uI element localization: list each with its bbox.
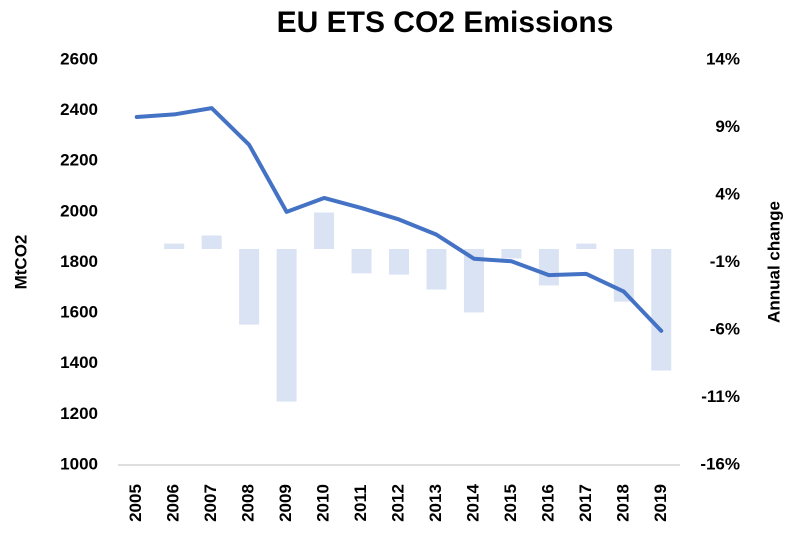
x-tick-label: 2012 — [388, 484, 407, 522]
x-tick-label: 2005 — [126, 484, 145, 522]
y-tick-label: 2200 — [60, 151, 98, 170]
x-tick-label: 2019 — [651, 484, 670, 522]
bar — [239, 249, 260, 325]
y-tick-label: 1200 — [60, 404, 98, 423]
y2-tick-label: -16% — [700, 454, 740, 473]
x-tick-label: 2015 — [501, 484, 520, 522]
y-tick-label: 1800 — [60, 252, 98, 271]
y-tick-label: 2000 — [60, 201, 98, 220]
chart-title: EU ETS CO2 Emissions — [277, 6, 614, 39]
x-tick-label: 2009 — [276, 484, 295, 522]
x-tick-label: 2010 — [314, 484, 333, 522]
y-axis-title: MtCO2 — [11, 235, 30, 290]
y-tick-label: 2600 — [60, 49, 98, 68]
y2-tick-label: 9% — [715, 117, 740, 136]
bar — [389, 249, 409, 275]
x-tick-label: 2018 — [613, 484, 632, 522]
x-tick-label: 2016 — [538, 484, 557, 522]
y2-axis-title: Annual change — [764, 201, 783, 323]
y2-tick-label: 14% — [706, 49, 740, 68]
y-tick-label: 1600 — [60, 303, 98, 322]
y-tick-label: 1400 — [60, 353, 98, 372]
x-tick-label: 2007 — [201, 484, 220, 522]
bar — [576, 243, 597, 249]
y2-tick-label: -11% — [701, 387, 740, 406]
bar — [201, 235, 222, 249]
x-tick-label: 2014 — [463, 484, 482, 522]
line — [134, 106, 664, 333]
bar — [314, 212, 335, 249]
y-tick-label: 1000 — [60, 454, 98, 473]
bar — [351, 249, 372, 274]
bar — [164, 243, 185, 249]
bar — [538, 249, 559, 286]
y-tick-label: 2400 — [60, 100, 98, 119]
bar — [463, 249, 484, 313]
bar — [651, 249, 672, 371]
x-tick-label: 2011 — [351, 485, 370, 522]
bar — [501, 249, 522, 259]
y2-tick-label: 4% — [715, 184, 740, 203]
bar — [276, 249, 297, 402]
x-tick-label: 2013 — [426, 484, 445, 522]
bar — [426, 249, 447, 290]
y2-tick-label: -1% — [710, 252, 740, 271]
x-tick-label: 2017 — [576, 484, 595, 522]
x-tick-label: 2006 — [164, 484, 183, 522]
x-tick-label: 2008 — [239, 484, 258, 522]
y2-tick-label: -6% — [710, 319, 740, 338]
